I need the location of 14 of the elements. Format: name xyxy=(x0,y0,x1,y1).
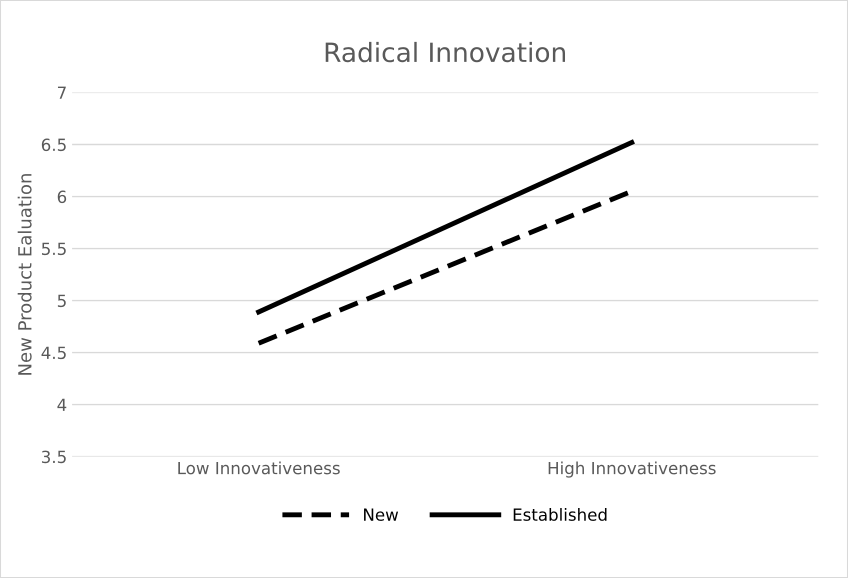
y-tick-label: 4.5 xyxy=(42,346,66,360)
legend-label: Established xyxy=(514,508,606,521)
y-tick-label: 6 xyxy=(58,190,66,204)
y-axis-title: New Product Ealuation xyxy=(18,174,32,375)
y-tick-label: 5 xyxy=(58,294,66,308)
y-tick-label: 5.5 xyxy=(42,242,66,256)
legend-label: New xyxy=(364,508,398,521)
y-tick-label: 4 xyxy=(57,398,66,411)
y-tick-label: 6.5 xyxy=(42,138,66,152)
y-tick-label: 7 xyxy=(58,86,66,99)
x-tick-label: Low Innovativeness xyxy=(178,461,340,474)
chart-title: Radical Innovation xyxy=(326,42,566,62)
x-tick-label: High Innovativeness xyxy=(548,461,716,478)
y-tick-label: 3.5 xyxy=(42,450,66,464)
